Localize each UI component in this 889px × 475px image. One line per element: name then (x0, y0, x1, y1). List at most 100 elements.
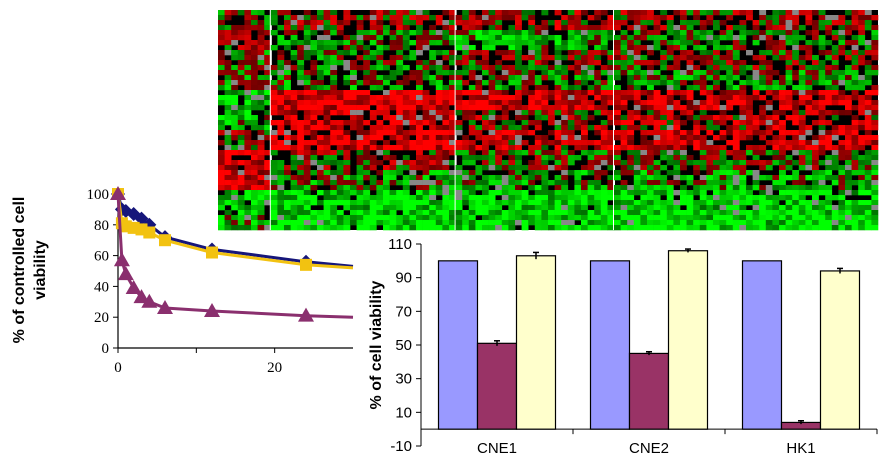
heatmap-cell (633, 175, 641, 181)
heatmap-cell (561, 120, 569, 126)
heatmap-cell (719, 20, 727, 26)
heatmap-cell (396, 205, 404, 211)
heatmap-cell (825, 110, 833, 116)
heatmap-cell (231, 80, 239, 86)
heatmap-cell (495, 85, 503, 91)
heatmap-cell (442, 10, 450, 16)
heatmap-cell (699, 20, 707, 26)
heatmap-cell (581, 185, 588, 191)
heatmap-cell (508, 155, 516, 161)
bar-cne2-series-2 (667, 250, 709, 430)
heatmap-cell (290, 225, 298, 231)
heatmap-cell (237, 65, 245, 71)
heatmap-cell (376, 15, 384, 21)
heatmap-cell (468, 160, 476, 166)
heatmap-cell (369, 115, 377, 121)
heatmap-cell (746, 135, 753, 141)
heatmap-cell (825, 195, 833, 201)
heatmap-cell (818, 185, 826, 191)
heatmap-cell (752, 70, 760, 76)
heatmap-cell (594, 225, 602, 231)
heatmap-cell (323, 105, 331, 111)
heatmap-cell (772, 210, 780, 216)
heatmap-cell (647, 95, 654, 101)
heatmap-cell (732, 75, 740, 81)
heatmap-cell (303, 125, 311, 131)
heatmap-cell (422, 105, 430, 111)
heatmap-cell (317, 135, 324, 141)
heatmap-cell (561, 145, 569, 151)
heatmap-cell (871, 190, 879, 196)
heatmap-cell (574, 225, 582, 231)
heatmap-cell (706, 150, 714, 156)
heatmap-cell (594, 60, 602, 66)
heatmap-cell (726, 85, 734, 91)
heatmap-cell (376, 125, 384, 131)
heatmap-cell (620, 45, 628, 51)
heatmap-cell (785, 145, 793, 151)
heatmap-cell (567, 85, 575, 91)
heatmap-cell (429, 15, 437, 21)
heatmap-cell (726, 210, 734, 216)
heatmap-cell (528, 90, 536, 96)
heatmap-cell (732, 25, 740, 31)
heatmap-cell (508, 15, 516, 21)
heatmap-cell (356, 160, 364, 166)
heatmap-cell (587, 65, 595, 71)
heatmap-cell (330, 160, 338, 166)
heatmap-cell (798, 155, 806, 161)
heatmap-cell (251, 200, 258, 206)
heatmap-cell (528, 120, 536, 126)
heatmap-cell (620, 135, 628, 141)
heatmap-cell (284, 100, 291, 106)
heatmap-cell (567, 120, 575, 126)
heatmap-cell (521, 130, 529, 136)
heatmap-cell (779, 20, 786, 26)
heatmap-cell (581, 165, 588, 171)
heatmap-cell (752, 215, 760, 221)
heatmap-cell (858, 220, 866, 226)
heatmap-cell (541, 220, 549, 226)
heatmap-cell (429, 195, 437, 201)
heatmap-cell (660, 120, 668, 126)
heatmap-cell (680, 75, 687, 81)
heatmap-cell (666, 155, 674, 161)
heatmap-cell (521, 150, 529, 156)
heatmap-cell (614, 15, 621, 21)
heatmap-cell (475, 60, 483, 66)
heatmap-cell (548, 75, 555, 81)
heatmap-cell (244, 100, 252, 106)
heatmap-cell (686, 110, 694, 116)
heatmap-cell (310, 30, 318, 36)
heatmap-cell (752, 195, 760, 201)
heatmap-cell (666, 195, 674, 201)
heatmap-cell (270, 165, 278, 171)
heatmap-cell (673, 220, 681, 226)
heatmap-cell (429, 65, 437, 71)
heatmap-cell (303, 110, 311, 116)
heatmap-cell (521, 215, 529, 221)
heatmap-cell (435, 210, 443, 216)
heatmap-cell (521, 210, 529, 216)
heatmap-cell (422, 165, 430, 171)
heatmap-cell (666, 120, 674, 126)
heatmap-cell (343, 185, 351, 191)
heatmap-cell (554, 220, 562, 226)
heatmap-cell (871, 150, 879, 156)
heatmap-cell (310, 180, 318, 186)
heatmap-cell (838, 225, 846, 231)
heatmap-cell (554, 140, 562, 146)
heatmap-cell (825, 140, 833, 146)
heatmap-cell (759, 145, 767, 151)
heatmap-cell (845, 10, 852, 16)
heatmap-cell (350, 75, 357, 81)
heatmap-cell (772, 225, 780, 231)
heatmap-cell (759, 70, 767, 76)
heatmap-cell (574, 155, 582, 161)
heatmap-cell (336, 20, 344, 26)
heatmap-cell (244, 195, 252, 201)
heatmap-cell (224, 15, 232, 21)
heatmap-cell (369, 100, 377, 106)
heatmap-cell (231, 160, 239, 166)
heatmap-cell (864, 225, 872, 231)
